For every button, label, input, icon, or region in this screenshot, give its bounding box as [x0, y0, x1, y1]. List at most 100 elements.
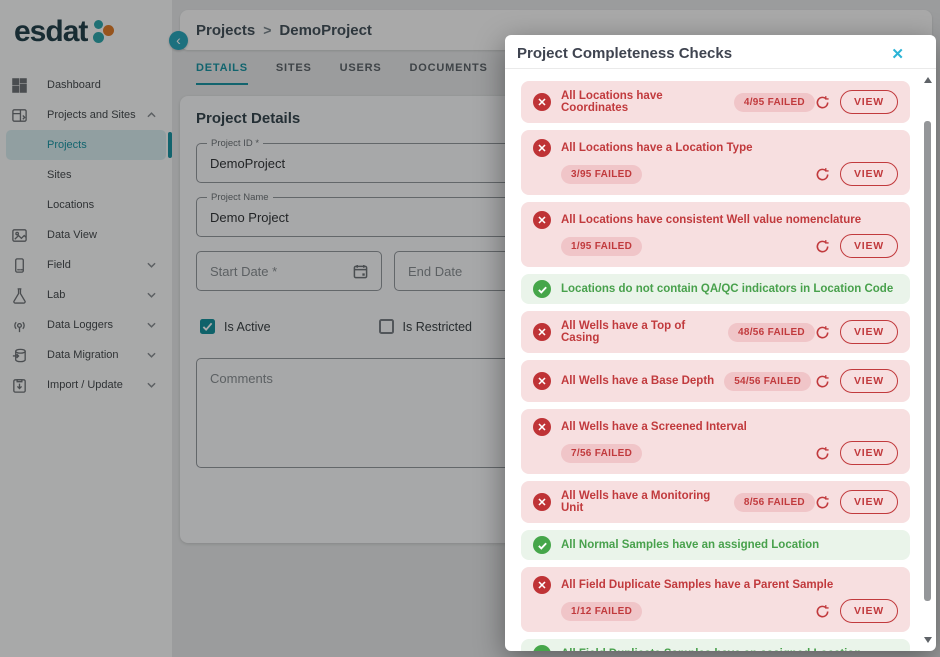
view-button[interactable]: VIEW: [839, 490, 898, 514]
sidebar-item-import-update[interactable]: Import / Update: [6, 370, 166, 400]
check-text: All Wells have a Base Depth: [561, 375, 715, 387]
chevron-down-icon: [147, 352, 156, 358]
check-text: All Wells have a Monitoring Unit: [561, 490, 711, 514]
lab-icon: [11, 287, 28, 304]
calendar-icon[interactable]: [353, 264, 368, 279]
breadcrumb-current: DemoProject: [279, 21, 372, 39]
refresh-icon[interactable]: [815, 95, 830, 110]
sidebar-item-data-view[interactable]: Data View: [6, 220, 166, 250]
check-text: All Wells have a Top of Casing: [561, 320, 686, 344]
check-row: ✕ All Locations have a Location Type 3/95 …: [521, 130, 910, 195]
chevron-down-icon: [147, 292, 156, 298]
dashboard-icon: [11, 77, 28, 94]
view-button[interactable]: VIEW: [839, 90, 898, 114]
back-button[interactable]: ‹: [169, 31, 188, 50]
failed-count-badge: 54/56 FAILED: [724, 371, 812, 391]
is-restricted-checkbox[interactable]: [378, 319, 394, 334]
fail-icon: ✕: [533, 139, 551, 157]
tab-bar: DETAILS SITES USERS DOCUMENTS: [196, 62, 488, 85]
check-row: ✕ All Locations have Coordinates 4/95 FAIL…: [521, 81, 910, 123]
refresh-icon[interactable]: [815, 446, 830, 461]
sidebar-item-lab[interactable]: Lab: [6, 280, 166, 310]
refresh-icon[interactable]: [815, 604, 830, 619]
refresh-icon[interactable]: [815, 325, 830, 340]
breadcrumb-separator: >: [263, 22, 272, 38]
chevron-down-icon: [147, 382, 156, 388]
sidebar-item-label: Data Migration: [47, 349, 119, 361]
sidebar-item-locations[interactable]: Locations: [6, 190, 166, 220]
fail-icon: ✕: [533, 93, 551, 111]
brand-logo: esdat: [0, 0, 172, 52]
sidebar-item-dashboard[interactable]: Dashboard: [6, 70, 166, 100]
check-text: All Field Duplicate Samples have an assi…: [561, 648, 861, 651]
sidebar-item-data-loggers[interactable]: Data Loggers: [6, 310, 166, 340]
sidebar-item-label: Lab: [47, 289, 66, 301]
failed-count-badge: 48/56 FAILED: [727, 322, 815, 342]
close-icon[interactable]: ✕: [891, 45, 904, 63]
check-row: ✕ All Field Duplicate Samples have a Pare…: [521, 567, 910, 632]
sites-icon: [11, 107, 28, 124]
view-button[interactable]: VIEW: [839, 320, 898, 344]
failed-count-badge: 7/56 FAILED: [561, 443, 643, 463]
sidebar-item-label: Projects: [47, 139, 87, 151]
tab-sites[interactable]: SITES: [275, 62, 312, 74]
end-date-placeholder: End Date: [408, 263, 463, 279]
sidebar-item-projects[interactable]: Projects: [6, 130, 172, 160]
tab-documents[interactable]: DOCUMENTS: [409, 62, 488, 74]
check-row: All Normal Samples have an assigned Loca…: [521, 530, 910, 560]
pass-icon: [533, 645, 551, 651]
project-id-value: DemoProject: [210, 155, 286, 171]
pass-icon: [533, 536, 551, 554]
view-button[interactable]: VIEW: [839, 234, 898, 258]
chevron-left-icon: ‹: [176, 31, 181, 48]
check-text: All Normal Samples have an assigned Loca…: [561, 539, 820, 551]
sidebar-item-label: Locations: [47, 199, 95, 211]
loggers-icon: [11, 317, 28, 334]
project-name-label: Project Name: [207, 192, 273, 203]
project-name-value: Demo Project: [210, 209, 289, 225]
sidebar-item-label: Import / Update: [47, 379, 123, 391]
sidebar-item-projects-and-sites[interactable]: Projects and Sites: [6, 100, 166, 130]
field-icon: [11, 257, 28, 274]
tab-details[interactable]: DETAILS: [196, 62, 248, 85]
check-row: Locations do not contain QA/QC indicator…: [521, 274, 910, 304]
modal-scrollbar[interactable]: [923, 75, 933, 645]
sidebar-item-field[interactable]: Field: [6, 250, 166, 280]
start-date-field[interactable]: Start Date *: [196, 251, 382, 291]
dataview-icon: [11, 227, 28, 244]
refresh-icon[interactable]: [815, 167, 830, 182]
sidebar-item-sites[interactable]: Sites: [6, 160, 166, 190]
fail-icon: ✕: [533, 493, 551, 511]
refresh-icon[interactable]: [815, 239, 830, 254]
view-button[interactable]: VIEW: [839, 599, 898, 623]
sidebar-item-label: Data Loggers: [47, 319, 114, 331]
scroll-up-icon[interactable]: [924, 77, 932, 83]
check-row: ✕ All Wells have a Screened Interval 7/56 …: [521, 409, 910, 474]
sidebar-item-label: Field: [47, 259, 71, 271]
refresh-icon[interactable]: [815, 495, 830, 510]
refresh-icon[interactable]: [815, 374, 830, 389]
view-button[interactable]: VIEW: [839, 162, 898, 186]
modal-header: Project Completeness Checks ✕: [505, 35, 936, 69]
chevron-up-icon: [147, 112, 156, 118]
failed-count-badge: 4/95 FAILED: [733, 92, 815, 112]
is-restricted-label: Is Restricted: [402, 319, 473, 334]
sidebar: esdat Dashboard Projects and Sites Project…: [0, 0, 172, 657]
scrollbar-thumb[interactable]: [924, 121, 931, 601]
migration-icon: [11, 347, 28, 364]
chevron-down-icon: [147, 322, 156, 328]
breadcrumb-projects[interactable]: Projects: [196, 21, 256, 39]
tab-users[interactable]: USERS: [339, 62, 382, 74]
view-button[interactable]: VIEW: [839, 441, 898, 465]
check-text: Locations do not contain QA/QC indicator…: [561, 283, 894, 295]
sidebar-item-label: Projects and Sites: [47, 109, 136, 121]
project-id-label: Project ID *: [207, 138, 264, 149]
view-button[interactable]: VIEW: [839, 369, 898, 393]
import-icon: [11, 377, 28, 394]
sidebar-item-data-migration[interactable]: Data Migration: [6, 340, 166, 370]
check-row: ✕ All Wells have a Base Depth 54/56 FAILED…: [521, 360, 910, 402]
is-active-checkbox[interactable]: [200, 319, 215, 334]
check-row: ✕ All Wells have a Top of Casing 48/56 FAI…: [521, 311, 910, 353]
start-date-placeholder: Start Date *: [210, 263, 278, 279]
scroll-down-icon[interactable]: [924, 637, 932, 643]
